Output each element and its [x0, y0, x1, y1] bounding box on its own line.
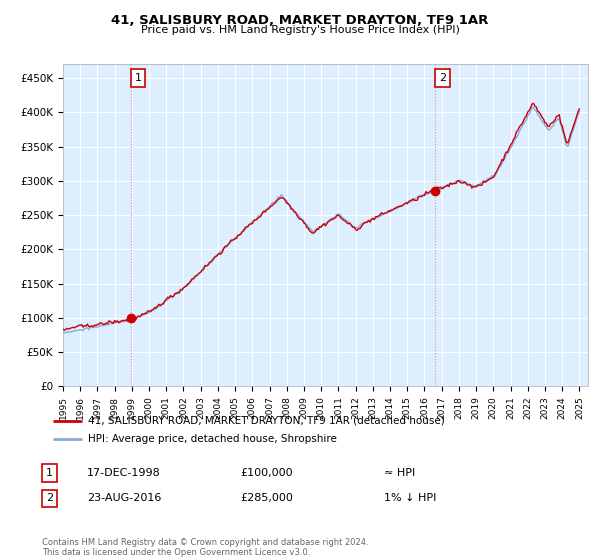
- Text: 41, SALISBURY ROAD, MARKET DRAYTON, TF9 1AR: 41, SALISBURY ROAD, MARKET DRAYTON, TF9 …: [112, 14, 488, 27]
- Text: ≈ HPI: ≈ HPI: [384, 468, 415, 478]
- Text: Contains HM Land Registry data © Crown copyright and database right 2024.
This d: Contains HM Land Registry data © Crown c…: [42, 538, 368, 557]
- Text: HPI: Average price, detached house, Shropshire: HPI: Average price, detached house, Shro…: [88, 434, 337, 444]
- Text: 23-AUG-2016: 23-AUG-2016: [87, 493, 161, 503]
- Text: 1: 1: [134, 73, 142, 83]
- Text: £100,000: £100,000: [240, 468, 293, 478]
- Text: 2: 2: [439, 73, 446, 83]
- Text: 2: 2: [46, 493, 53, 503]
- Text: 1% ↓ HPI: 1% ↓ HPI: [384, 493, 436, 503]
- Text: 1: 1: [46, 468, 53, 478]
- Text: 17-DEC-1998: 17-DEC-1998: [87, 468, 161, 478]
- Text: Price paid vs. HM Land Registry's House Price Index (HPI): Price paid vs. HM Land Registry's House …: [140, 25, 460, 35]
- Text: £285,000: £285,000: [240, 493, 293, 503]
- Text: 41, SALISBURY ROAD, MARKET DRAYTON, TF9 1AR (detached house): 41, SALISBURY ROAD, MARKET DRAYTON, TF9 …: [88, 416, 445, 426]
